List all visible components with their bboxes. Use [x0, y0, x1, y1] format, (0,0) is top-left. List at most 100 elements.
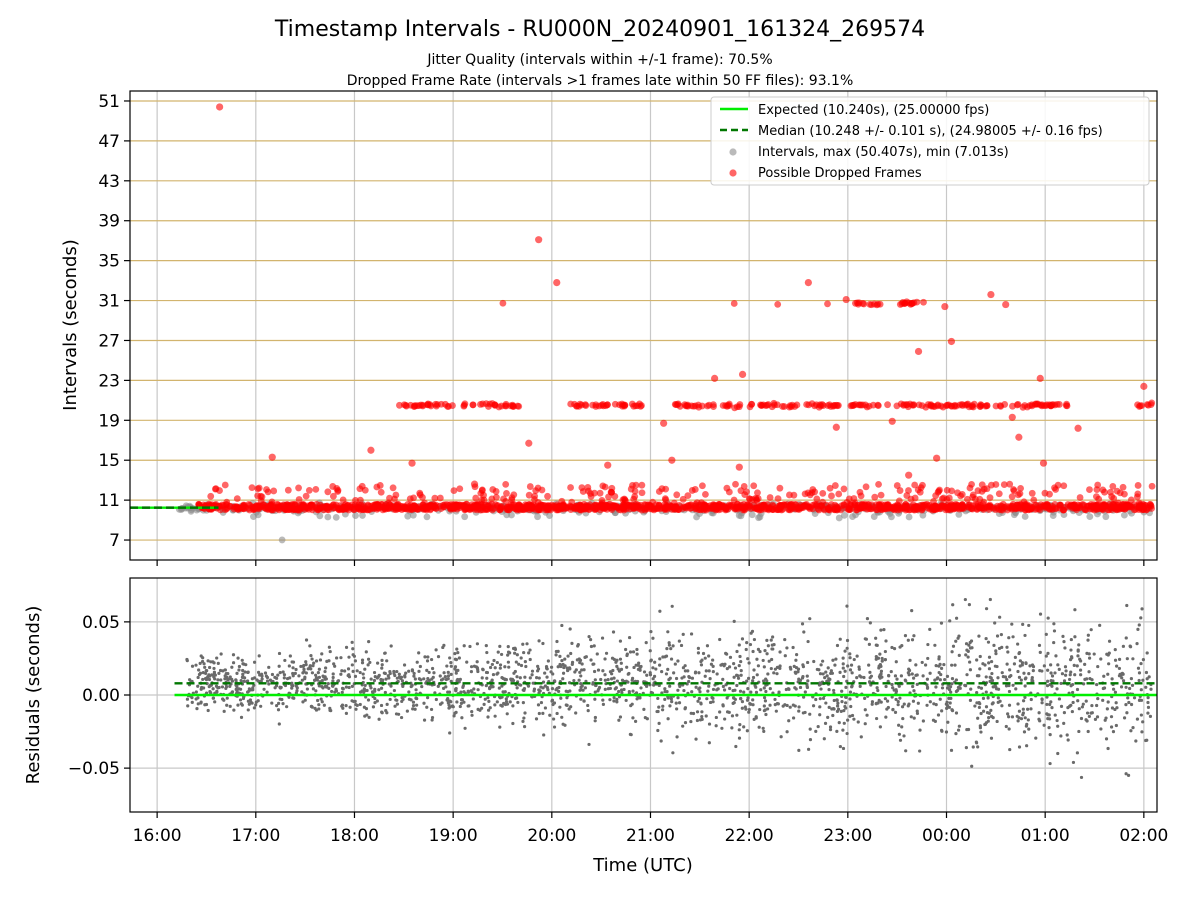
residual-point: [615, 700, 619, 704]
residual-point: [825, 674, 829, 678]
residual-point: [769, 638, 773, 642]
residual-point: [212, 670, 216, 674]
interval-point: [955, 511, 963, 518]
dropped-frame-point: [804, 278, 812, 287]
dropped-frame-point: [835, 490, 843, 498]
dropped-frame-point: [824, 300, 831, 308]
residual-point: [476, 688, 480, 692]
residual-point: [1003, 675, 1008, 679]
residual-point: [1139, 688, 1143, 692]
residual-point: [317, 667, 321, 671]
residual-point: [885, 707, 889, 711]
residual-point: [937, 655, 941, 659]
residual-point: [469, 689, 473, 693]
residual-point: [984, 675, 988, 679]
residual-point: [999, 633, 1003, 637]
residual-point: [1106, 746, 1110, 751]
residual-point: [563, 664, 567, 668]
residual-point: [642, 670, 647, 674]
dropped-frame-point: [352, 496, 359, 504]
residual-point: [670, 604, 674, 608]
dropped-frame-point: [679, 505, 687, 512]
residual-point: [1071, 690, 1075, 695]
residual-point: [486, 715, 490, 719]
residual-point: [204, 669, 208, 673]
residual-point: [707, 684, 711, 688]
residual-point: [512, 671, 516, 675]
residual-point: [767, 659, 771, 663]
residual-point: [235, 688, 239, 693]
residual-point: [350, 663, 354, 667]
residual-point: [846, 664, 850, 668]
residual-point: [500, 684, 504, 688]
residual-point: [1077, 643, 1081, 647]
residual-point: [521, 688, 525, 692]
residual-point: [695, 710, 700, 714]
residual-point: [449, 661, 453, 665]
residual-point: [489, 665, 493, 670]
dropped-frame-point: [376, 482, 384, 489]
residual-point: [1008, 747, 1012, 752]
residual-point: [823, 721, 828, 726]
residual-point: [667, 641, 671, 645]
residual-point: [1092, 652, 1096, 656]
residual-point: [383, 690, 387, 695]
residual-point: [383, 671, 387, 676]
dropped-frame-point: [195, 500, 203, 508]
residual-point: [1006, 650, 1010, 654]
residual-point: [1082, 682, 1086, 686]
residual-point: [300, 678, 304, 682]
residual-point: [558, 654, 562, 658]
dropped-frame-point: [396, 401, 403, 409]
residual-point: [828, 725, 833, 729]
dropped-frame-point: [289, 506, 297, 514]
residual-point: [1023, 677, 1027, 681]
residual-point: [848, 652, 852, 656]
residual-point: [407, 669, 411, 673]
interval-point: [919, 511, 927, 519]
dropped-frame-point: [632, 481, 640, 489]
residual-point: [966, 655, 970, 659]
residual-point: [928, 700, 932, 704]
interval-point-min: [278, 536, 286, 544]
residual-point: [570, 641, 574, 645]
residual-point: [630, 676, 635, 680]
residual-point: [739, 669, 743, 673]
dropped-frame-point: [940, 494, 948, 502]
residual-point: [777, 690, 781, 694]
residual-point: [697, 696, 701, 701]
residual-point: [1064, 673, 1068, 677]
residual-point: [574, 711, 578, 715]
residual-point: [898, 738, 903, 742]
residual-point: [1128, 686, 1132, 691]
residual-point: [350, 699, 354, 703]
residual-point: [975, 741, 979, 745]
residual-point: [556, 665, 560, 669]
residual-point: [883, 649, 887, 654]
interval-point: [332, 513, 340, 521]
residual-point: [880, 656, 884, 661]
residual-point: [945, 674, 950, 678]
residual-point: [456, 650, 460, 655]
dropped-frame-point: [769, 501, 776, 509]
residual-point: [403, 674, 407, 678]
residual-point: [635, 697, 639, 701]
residual-point: [645, 717, 649, 721]
residual-point: [505, 702, 510, 706]
residual-point: [629, 733, 633, 737]
residual-point: [968, 698, 973, 702]
residual-point: [379, 686, 384, 690]
residual-point: [1113, 648, 1117, 652]
dropped-frame-point: [894, 506, 902, 514]
residual-point: [340, 669, 344, 673]
residual-point: [1095, 715, 1100, 719]
residual-point: [664, 672, 669, 676]
residual-point: [335, 656, 339, 660]
residual-point: [794, 658, 798, 662]
residual-point: [1106, 700, 1110, 704]
residual-point: [328, 649, 332, 654]
dropped-frame-point: [983, 402, 991, 410]
residual-point: [314, 659, 319, 663]
residual-point: [339, 656, 343, 660]
residual-point: [945, 700, 949, 704]
